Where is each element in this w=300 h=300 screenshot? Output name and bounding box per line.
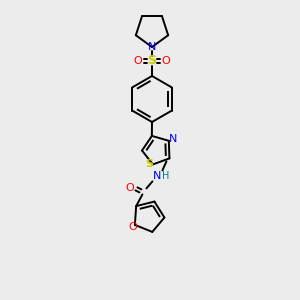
Text: S: S: [145, 159, 153, 170]
Text: H: H: [162, 171, 169, 182]
Text: N: N: [169, 134, 177, 144]
Text: O: O: [134, 56, 142, 66]
Text: O: O: [128, 222, 137, 232]
Text: O: O: [125, 183, 134, 194]
Text: N: N: [148, 42, 156, 52]
Text: N: N: [153, 171, 162, 182]
Text: S: S: [148, 55, 157, 68]
Text: O: O: [162, 56, 170, 66]
